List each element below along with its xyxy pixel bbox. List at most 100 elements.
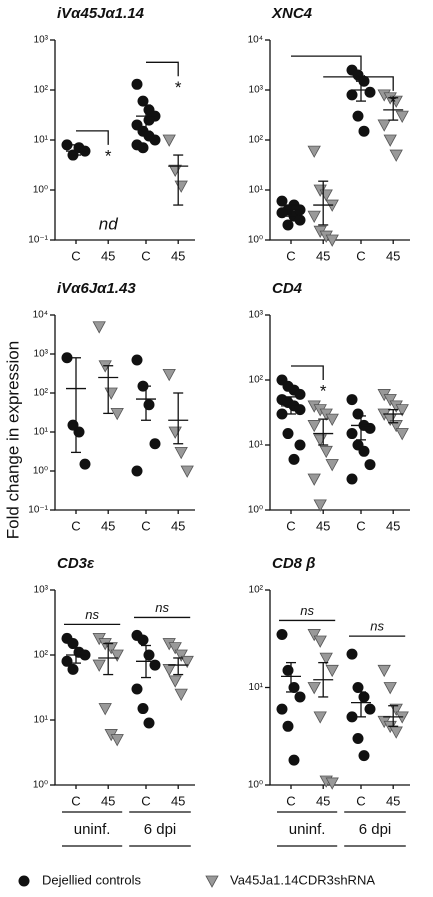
point (294, 404, 306, 416)
point (319, 445, 333, 459)
y-tick-label: 10² (34, 650, 49, 661)
point (276, 408, 288, 420)
point (307, 473, 321, 486)
point (307, 682, 321, 695)
point (61, 139, 73, 151)
point (358, 691, 370, 703)
x-tick-label: 45 (316, 518, 330, 533)
point (358, 445, 370, 457)
bracket (323, 76, 394, 91)
point (395, 428, 409, 441)
point (98, 703, 112, 716)
y-tick-label: 10⁻¹ (28, 505, 48, 516)
y-tick-label: 10¹ (249, 440, 264, 451)
x-tick-label: 45 (316, 248, 330, 263)
point (162, 664, 176, 677)
chart-title: iVα6Jα1.43 (57, 280, 136, 297)
point (18, 875, 30, 887)
condition-label: 6 dpi (144, 821, 177, 838)
point (137, 142, 149, 154)
point (282, 664, 294, 676)
x-tick-label: 45 (386, 793, 400, 808)
point (346, 428, 358, 440)
x-tick-label: C (71, 518, 80, 533)
point (325, 413, 339, 426)
point (79, 458, 91, 470)
x-tick-label: C (71, 793, 80, 808)
point (174, 649, 188, 662)
y-tick-label: 10⁰ (248, 505, 263, 516)
point (282, 219, 294, 231)
point (352, 110, 364, 122)
condition-label: 6 dpi (359, 821, 392, 838)
y-tick-label: 10² (34, 85, 49, 96)
point (352, 732, 364, 744)
point (137, 95, 149, 107)
chart-title: iVα45Jα1.14 (57, 5, 145, 22)
point (180, 465, 194, 478)
point (325, 664, 339, 678)
point (346, 89, 358, 101)
annotation: * (320, 381, 327, 400)
x-tick-label: 45 (171, 248, 185, 263)
y-tick-label: 10⁴ (248, 35, 263, 46)
y-tick-label: 10¹ (34, 427, 49, 438)
point (276, 207, 288, 219)
y-tick-label: 10³ (249, 310, 264, 321)
point (162, 368, 176, 382)
point (205, 875, 219, 888)
x-tick-label: C (356, 793, 365, 808)
point (346, 648, 358, 660)
point (352, 408, 364, 420)
annotation: ns (155, 600, 169, 615)
y-tick-label: 10² (34, 388, 49, 399)
point (389, 149, 403, 162)
point (276, 628, 288, 640)
y-tick-label: 10⁴ (33, 310, 48, 321)
x-tick-label: C (141, 518, 150, 533)
point (131, 683, 143, 695)
point (307, 420, 321, 433)
point (149, 134, 161, 146)
point (276, 195, 288, 207)
annotation: * (175, 78, 182, 97)
condition-label: uninf. (74, 821, 111, 838)
point (73, 426, 85, 438)
x-tick-label: C (141, 248, 150, 263)
point (346, 394, 358, 406)
point (61, 655, 73, 667)
point (307, 145, 321, 158)
x-tick-label: 45 (386, 518, 400, 533)
y-tick-label: 10³ (34, 35, 49, 46)
y-tick-label: 10⁰ (33, 185, 48, 196)
point (282, 720, 294, 732)
point (307, 210, 321, 223)
y-tick-label: 10¹ (34, 135, 49, 146)
point (313, 434, 327, 447)
bracket (76, 130, 109, 145)
y-tick-label: 10³ (249, 85, 264, 96)
x-tick-label: C (71, 248, 80, 263)
point (377, 664, 391, 678)
x-tick-label: 45 (101, 248, 115, 263)
point (162, 134, 176, 147)
point (180, 655, 194, 669)
y-tick-label: 10⁰ (248, 235, 263, 246)
x-tick-label: C (286, 248, 295, 263)
point (174, 688, 188, 701)
point (61, 352, 73, 364)
point (358, 750, 370, 762)
y-tick-label: 10² (249, 585, 264, 596)
point (383, 134, 397, 147)
point (143, 399, 155, 411)
y-tick-label: 10⁰ (248, 780, 263, 791)
point (276, 703, 288, 715)
point (364, 703, 376, 715)
point (110, 734, 124, 747)
x-tick-label: C (286, 518, 295, 533)
point (346, 473, 358, 485)
y-tick-label: 10² (249, 135, 264, 146)
x-tick-label: 45 (316, 793, 330, 808)
point (168, 675, 182, 688)
point (294, 214, 306, 226)
